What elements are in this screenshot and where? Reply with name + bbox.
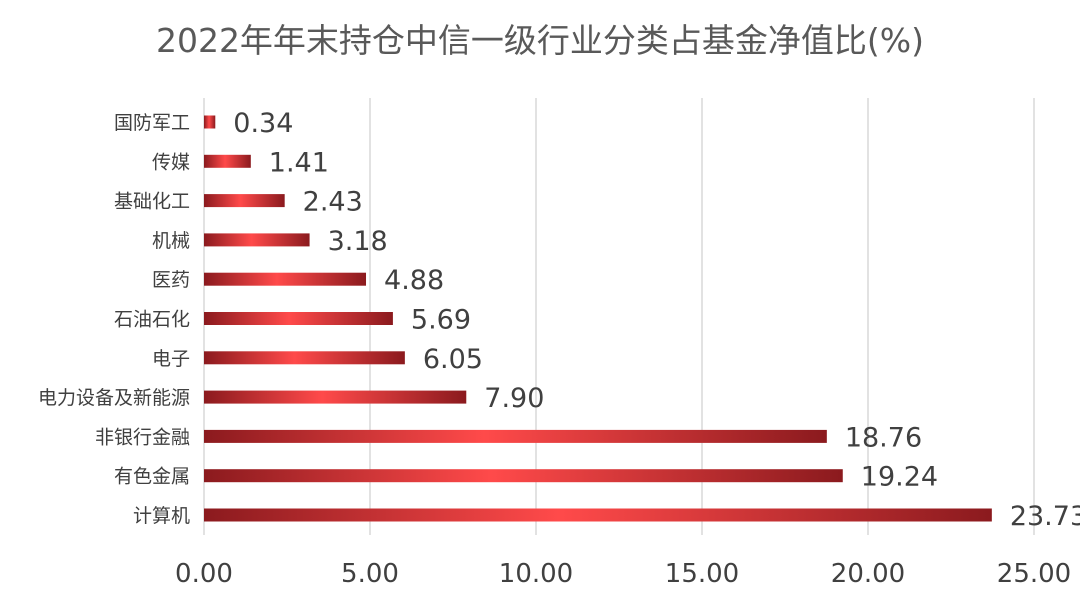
value-label: 6.05 [423,344,483,375]
x-tick-label: 5.00 [341,559,399,589]
category-label: 电力设备及新能源 [38,387,190,409]
x-tick-label: 20.00 [831,559,905,589]
value-label: 2.43 [303,187,363,218]
bar [204,233,310,247]
x-axis: 0.00 5.00 10.00 15.00 20.00 25.00 [175,559,1071,589]
value-label: 4.88 [384,265,444,296]
value-label: 3.18 [328,226,388,257]
value-label: 19.24 [861,462,938,493]
category-label: 石油石化 [114,309,190,331]
labels: 国防军工 0.34 传媒 1.41 基础化工 2.43 机械 3.18 医药 4.88 石油石化 5.… [38,108,1080,532]
bar [204,312,393,325]
chart-title: 2022年年末持仓中信一级行业分类占基金净值比(%) [155,21,925,60]
value-label: 0.34 [233,108,293,139]
value-label: 1.41 [269,147,329,178]
bar [204,351,405,365]
value-label: 5.69 [411,305,471,336]
bar [204,429,827,443]
x-tick-label: 10.00 [499,559,573,589]
bar [204,508,992,522]
bar [204,115,216,129]
bar [204,272,367,286]
value-label: 23.73 [1010,501,1080,532]
x-tick-label: 15.00 [665,559,739,589]
x-tick-label: 25.00 [997,559,1071,589]
category-label: 基础化工 [114,191,190,213]
category-label: 医药 [152,269,190,291]
category-label: 有色金属 [114,466,190,488]
bar [204,154,251,168]
category-label: 机械 [152,230,190,252]
category-label: 电子 [152,348,190,370]
x-tick-label: 0.00 [175,559,233,589]
category-label: 计算机 [133,505,190,527]
bars [204,115,992,522]
bar [204,194,285,208]
category-label: 传媒 [152,151,190,173]
bar [204,390,467,404]
category-label: 国防军工 [114,112,190,134]
category-label: 非银行金融 [95,426,190,448]
value-label: 18.76 [845,422,922,453]
value-label: 7.90 [484,383,544,414]
bar [204,469,843,483]
